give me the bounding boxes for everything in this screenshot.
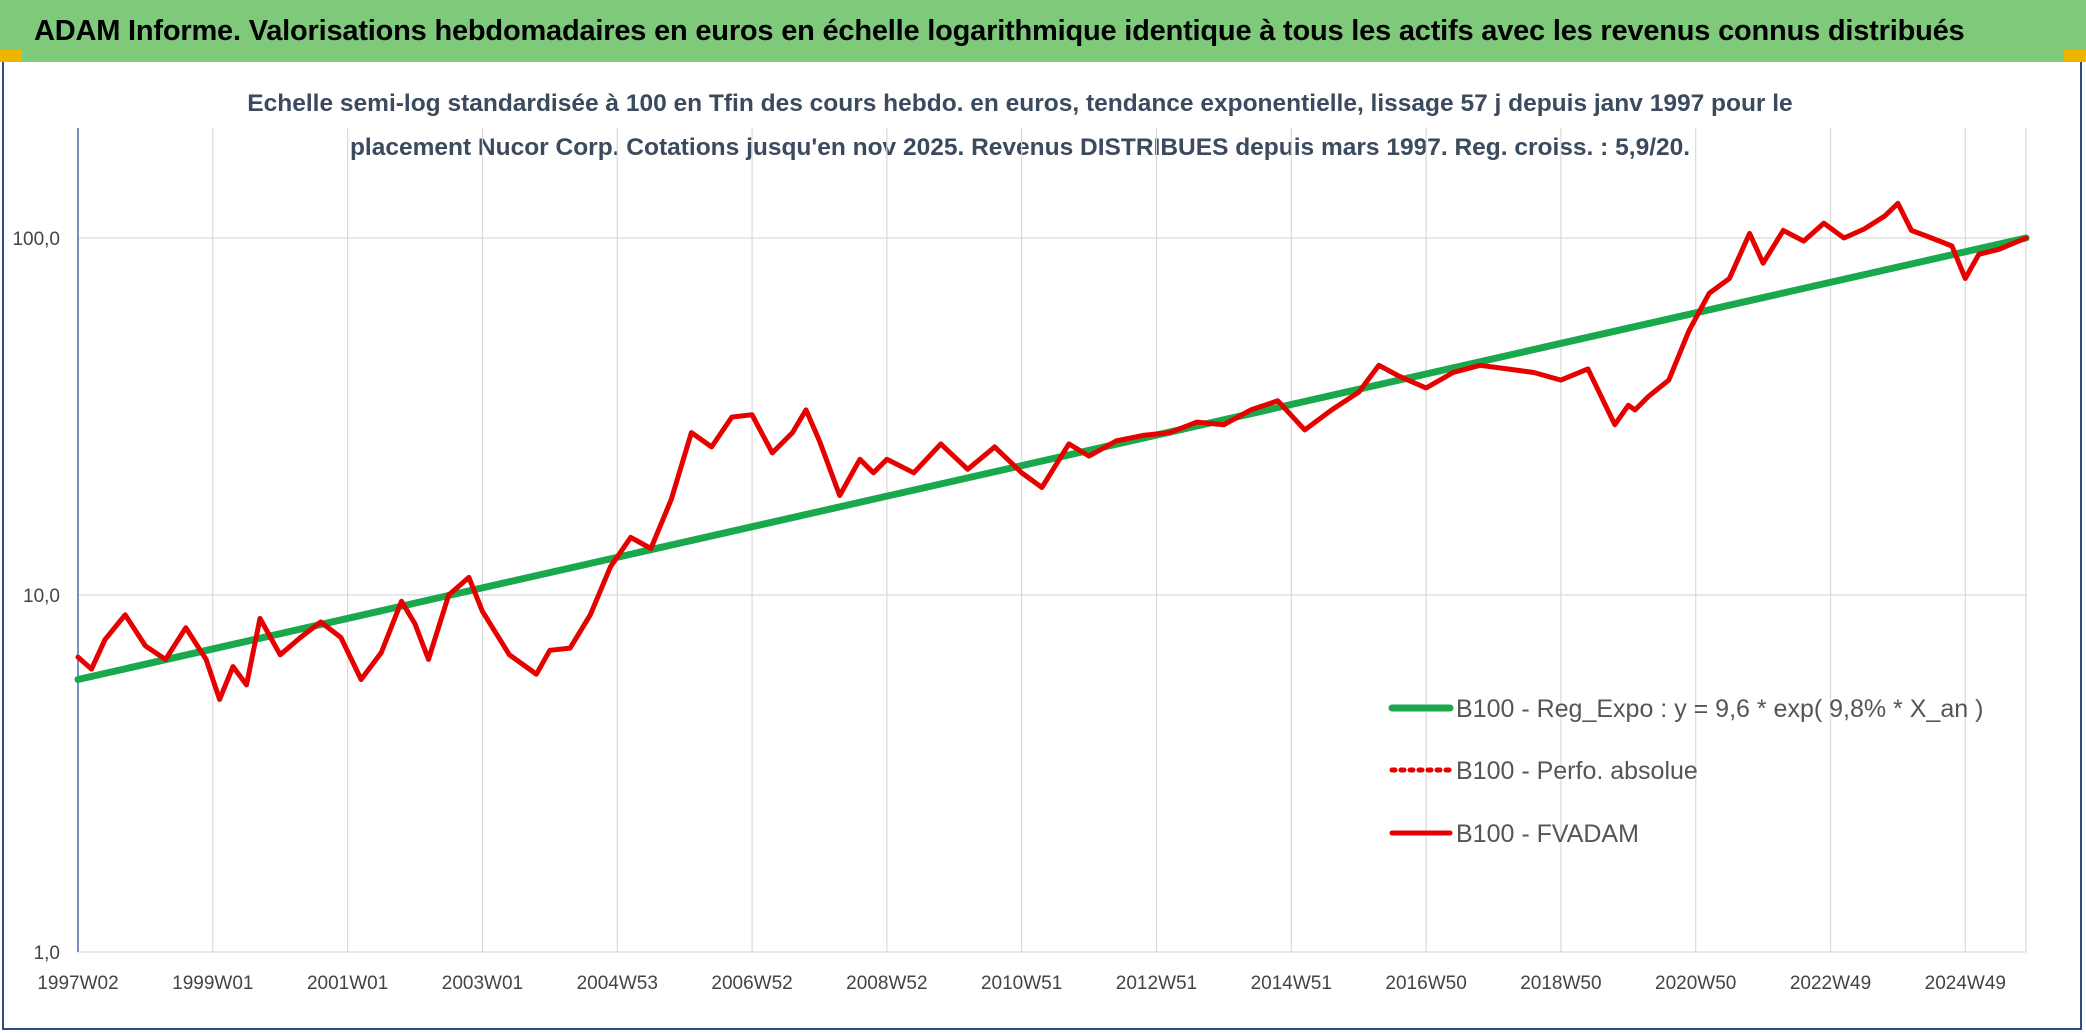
- x-tick-label: 1997W02: [37, 973, 118, 994]
- x-tick-label: 1999W01: [172, 973, 253, 994]
- x-tick-label: 2003W01: [442, 973, 523, 994]
- chart-frame: [2, 62, 2082, 1030]
- trend-line: [74, 234, 2030, 683]
- legend-label-fvadam: B100 - FVADAM: [1456, 820, 1639, 848]
- x-tick-labels: 1997W02 1999W01 2001W01 2003W01 2004W53 2006W…: [37, 973, 2006, 994]
- x-tick-label: 2022W49: [1790, 973, 1871, 994]
- report-banner: ADAM Informe. Valorisations hebdomadaire…: [0, 0, 2086, 62]
- x-tick-label: 2014W51: [1251, 973, 1332, 994]
- x-tick-label: 2018W50: [1520, 973, 1601, 994]
- fvadam-line: [75, 200, 2029, 702]
- x-tick-label: 2004W53: [577, 973, 658, 994]
- grid-lines: [77, 128, 2027, 953]
- y-tick-label: 10,0: [23, 586, 60, 607]
- legend-label-absolute: B100 - Perfo. absolue: [1456, 757, 1698, 785]
- x-tick-label: 2008W52: [846, 973, 927, 994]
- report-banner-title: ADAM Informe. Valorisations hebdomadaire…: [34, 14, 1965, 47]
- x-tick-label: 2020W50: [1655, 973, 1736, 994]
- x-tick-label: 2001W01: [307, 973, 388, 994]
- series-lines: [74, 200, 2030, 702]
- y-tick-label: 1,0: [34, 943, 60, 964]
- x-tick-label: 2010W51: [981, 973, 1062, 994]
- x-tick-label: 2012W51: [1116, 973, 1197, 994]
- x-tick-label: 2016W50: [1385, 973, 1466, 994]
- x-tick-label: 2024W49: [1925, 973, 2006, 994]
- y-tick-labels: 1,0 10,0 100,0: [12, 229, 60, 964]
- legend: B100 - Reg_Expo : y = 9,6 * exp( 9,8% * …: [1388, 695, 1983, 848]
- chart-title: Echelle semi-log standardisée à 100 en T…: [247, 90, 1793, 161]
- banner-corner-left: [0, 50, 22, 62]
- legend-label-trend: B100 - Reg_Expo : y = 9,6 * exp( 9,8% * …: [1456, 695, 1983, 723]
- x-tick-label: 2006W52: [711, 973, 792, 994]
- banner-corner-right: [2064, 50, 2086, 62]
- y-tick-label: 100,0: [12, 229, 60, 250]
